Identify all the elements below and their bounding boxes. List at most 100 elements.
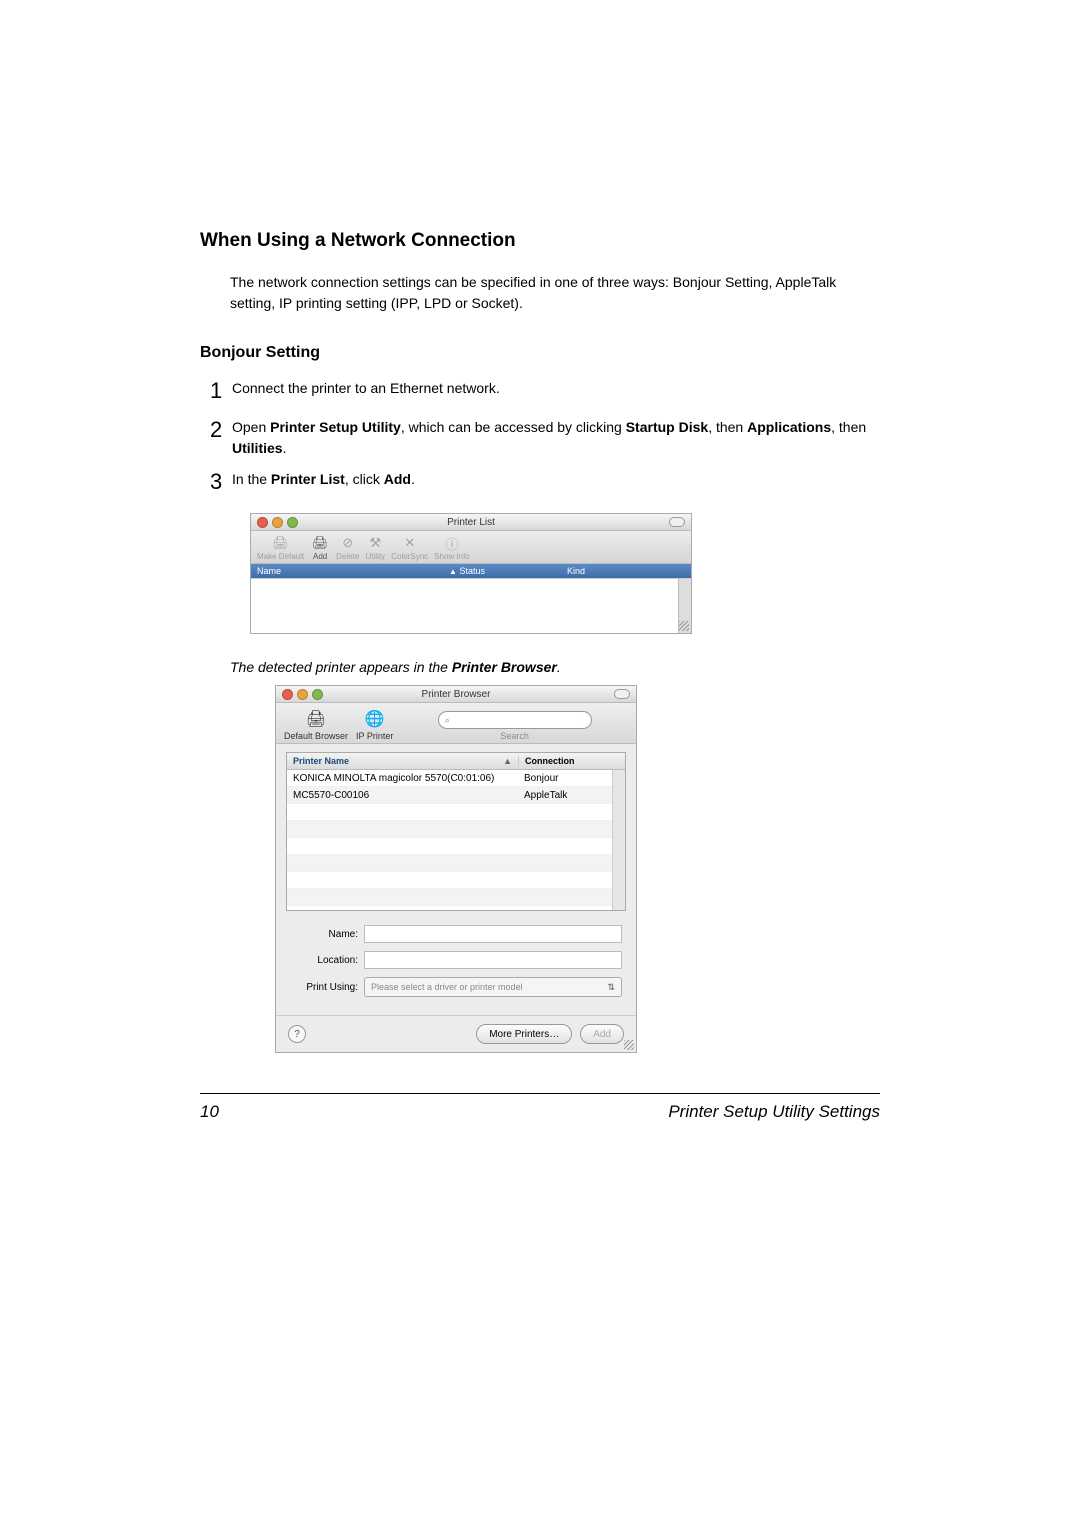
col-kind[interactable]: Kind <box>567 566 691 576</box>
list-item[interactable]: MC5570-C00106 AppleTalk <box>287 787 625 804</box>
step-3-bold-1: Printer List <box>271 471 345 487</box>
pb-list-header: Printer Name ▲ Connection <box>287 753 625 770</box>
add-button[interactable]: 🖨 Add <box>310 534 330 561</box>
search-area: ⌕ Search <box>401 711 628 741</box>
step-3-text: In the Printer List, click Add. <box>232 465 415 490</box>
printer-browser-list: Printer Name ▲ Connection KONICA MINOLTA… <box>286 752 626 911</box>
printer-list-toolbar: 🖨 Make Default 🖨 Add ⊘ Delete ⚒ Utility … <box>251 531 691 564</box>
list-item <box>287 889 625 906</box>
name-label: Name: <box>290 929 358 940</box>
row-conn: AppleTalk <box>518 790 625 801</box>
list-item <box>287 804 625 821</box>
help-icon[interactable]: ? <box>288 1025 306 1043</box>
sort-indicator-icon: ▲ <box>449 567 457 576</box>
more-printers-label: More Printers… <box>489 1029 559 1040</box>
utility-button[interactable]: ⚒ Utility <box>365 534 385 561</box>
step-3-seg-a: In the <box>232 471 271 487</box>
add-button[interactable]: Add <box>580 1024 624 1044</box>
list-item <box>287 855 625 872</box>
location-label: Location: <box>290 955 358 966</box>
resize-grip-icon[interactable] <box>679 621 689 631</box>
page-number: 10 <box>200 1102 240 1122</box>
search-input[interactable]: ⌕ <box>438 711 592 729</box>
resize-grip-icon[interactable] <box>624 1040 634 1050</box>
make-default-button[interactable]: 🖨 Make Default <box>257 534 304 561</box>
row-name: KONICA MINOLTA magicolor 5570(C0:01:06) <box>287 773 518 784</box>
show-info-label: Show Info <box>434 552 470 561</box>
step-2-number: 2 <box>210 413 232 446</box>
step-3-number: 3 <box>210 465 232 498</box>
heading-bonjour: Bonjour Setting <box>200 344 880 362</box>
step-2-bold-3: Applications <box>747 419 831 435</box>
detected-suffix: . <box>557 659 561 675</box>
detected-note: The detected printer appears in the Prin… <box>230 659 880 675</box>
footer-title: Printer Setup Utility Settings <box>240 1102 880 1122</box>
step-2-seg-e: . <box>283 440 287 456</box>
step-2-seg-d: , then <box>831 419 866 435</box>
print-using-placeholder: Please select a driver or printer model <box>371 982 523 992</box>
col-name[interactable]: Name <box>251 566 447 576</box>
ip-printer-label: IP Printer <box>356 731 393 741</box>
row-conn: Bonjour <box>518 773 625 784</box>
pb-toolbar: 🖨 Default Browser 🌐 IP Printer ⌕ Search <box>276 703 636 744</box>
default-browser-button[interactable]: 🖨 Default Browser <box>284 707 348 741</box>
colorsync-icon: ✕ <box>400 534 420 552</box>
show-info-button[interactable]: ⓘ Show Info <box>434 534 470 561</box>
step-2-seg-c: , then <box>708 419 747 435</box>
pb-window-title: Printer Browser <box>276 689 636 700</box>
search-label: Search <box>500 731 529 741</box>
form-row-print-using: Print Using: Please select a driver or p… <box>290 977 622 997</box>
ip-printer-icon: 🌐 <box>360 707 390 731</box>
printer-list-columns: Name ▲ Status Kind <box>251 564 691 578</box>
step-2-bold-4: Utilities <box>232 440 283 456</box>
printer-list-body <box>251 578 691 633</box>
ip-printer-button[interactable]: 🌐 IP Printer <box>356 707 393 741</box>
sort-indicator-icon: ▲ <box>503 756 512 766</box>
page-footer: 10 Printer Setup Utility Settings <box>200 1093 880 1122</box>
add-label: Add <box>313 552 327 561</box>
step-3-seg-c: . <box>411 471 415 487</box>
make-default-label: Make Default <box>257 552 304 561</box>
info-icon: ⓘ <box>442 534 462 552</box>
titlebar: Printer List <box>251 514 691 531</box>
col-connection[interactable]: Connection <box>518 756 625 766</box>
step-2-seg-b: , which can be accessed by clicking <box>401 419 626 435</box>
colorsync-button[interactable]: ✕ ColorSync <box>391 534 428 561</box>
step-2-bold-2: Startup Disk <box>626 419 708 435</box>
pb-footer: ? More Printers… Add <box>276 1015 636 1052</box>
delete-label: Delete <box>336 552 359 561</box>
step-2-seg-a: Open <box>232 419 270 435</box>
delete-icon: ⊘ <box>338 534 358 552</box>
location-input[interactable] <box>364 951 622 969</box>
more-printers-button[interactable]: More Printers… <box>476 1024 572 1044</box>
col-printer-name[interactable]: Printer Name ▲ <box>287 756 518 766</box>
pb-form: Name: Location: Print Using: Please sele… <box>276 919 636 1015</box>
printer-browser-window: Printer Browser 🖨 Default Browser 🌐 IP P… <box>275 685 637 1053</box>
colorsync-label: ColorSync <box>391 552 428 561</box>
form-row-location: Location: <box>290 951 622 969</box>
list-item <box>287 838 625 855</box>
list-item[interactable]: KONICA MINOLTA magicolor 5570(C0:01:06) … <box>287 770 625 787</box>
utility-label: Utility <box>365 552 385 561</box>
step-1: 1 Connect the printer to an Ethernet net… <box>210 374 880 407</box>
print-using-select[interactable]: Please select a driver or printer model … <box>364 977 622 997</box>
col-status-label: Status <box>459 566 485 576</box>
step-3: 3 In the Printer List, click Add. <box>210 465 880 498</box>
step-2: 2 Open Printer Setup Utility, which can … <box>210 413 880 459</box>
step-3-seg-b: , click <box>345 471 384 487</box>
steps-list: 1 Connect the printer to an Ethernet net… <box>210 374 880 498</box>
document-page: When Using a Network Connection The netw… <box>0 0 1080 1298</box>
col-printer-name-label: Printer Name <box>293 756 349 766</box>
heading-network-connection: When Using a Network Connection <box>200 230 880 252</box>
step-1-text: Connect the printer to an Ethernet netwo… <box>232 374 500 399</box>
detected-prefix: The detected printer appears in the <box>230 659 452 675</box>
step-2-bold-1: Printer Setup Utility <box>270 419 401 435</box>
scrollbar[interactable] <box>612 770 625 910</box>
delete-button[interactable]: ⊘ Delete <box>336 534 359 561</box>
row-name: MC5570-C00106 <box>287 790 518 801</box>
col-status[interactable]: ▲ Status <box>447 566 567 576</box>
step-1-number: 1 <box>210 374 232 407</box>
name-input[interactable] <box>364 925 622 943</box>
intro-paragraph: The network connection settings can be s… <box>230 272 880 314</box>
pb-list-body: KONICA MINOLTA magicolor 5570(C0:01:06) … <box>287 770 625 910</box>
